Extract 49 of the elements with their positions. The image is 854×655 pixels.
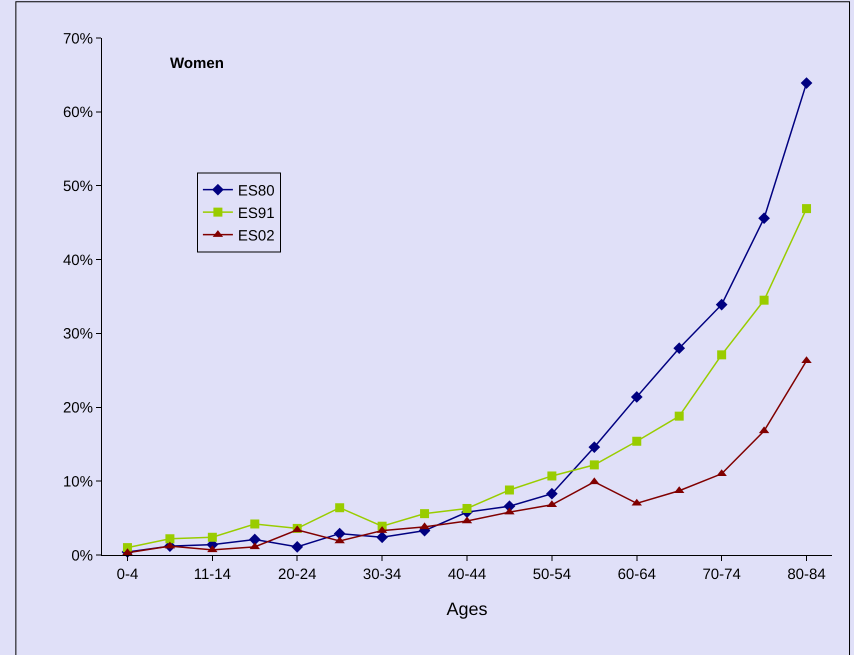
x-tick-label: 0-4 [116, 566, 138, 583]
point [758, 212, 770, 224]
point [165, 534, 174, 544]
point [376, 531, 388, 544]
x-axis-title: Ages [446, 599, 488, 620]
x-tick-label: 11-14 [194, 566, 231, 583]
x-tick-label: 70-74 [702, 566, 741, 583]
y-tick-label: 70% [62, 30, 93, 48]
point [760, 296, 769, 305]
point [717, 350, 726, 360]
point [547, 471, 556, 480]
point [334, 528, 346, 540]
x-tick-label: 30-34 [362, 566, 402, 583]
point [800, 77, 812, 89]
point [632, 498, 642, 506]
x-tick-label: 80-84 [787, 566, 826, 583]
point [673, 342, 686, 354]
x-tick-label: 40-44 [448, 566, 486, 583]
x-tick-label: 20-24 [278, 566, 316, 583]
point [716, 298, 728, 310]
point [504, 486, 514, 495]
y-tick-label: 60% [62, 104, 93, 122]
y-tick-label: 0% [71, 547, 93, 564]
point [335, 503, 344, 512]
y-tick-label: 20% [62, 400, 93, 417]
point [630, 391, 643, 403]
y-tick-label: 50% [62, 178, 93, 195]
point [802, 204, 812, 214]
point [208, 532, 217, 542]
y-tick-label: 40% [62, 252, 93, 269]
point [674, 412, 684, 421]
x-tick-label: 60-64 [618, 566, 656, 583]
point [420, 509, 430, 518]
point [546, 488, 558, 500]
point [291, 541, 304, 553]
y-tick-label: 10% [62, 473, 93, 490]
point [590, 460, 599, 470]
y-tick-label: 30% [62, 326, 93, 343]
text: Women [170, 55, 224, 72]
point [250, 519, 260, 528]
point [250, 542, 260, 550]
point [462, 504, 472, 513]
legend-label: ES02 [238, 228, 275, 245]
point [588, 441, 600, 454]
x-tick-label: 50-54 [532, 566, 572, 583]
point [632, 436, 642, 446]
point [248, 534, 261, 546]
legend-label: ES91 [238, 205, 275, 222]
legend-label: ES80 [238, 182, 275, 200]
